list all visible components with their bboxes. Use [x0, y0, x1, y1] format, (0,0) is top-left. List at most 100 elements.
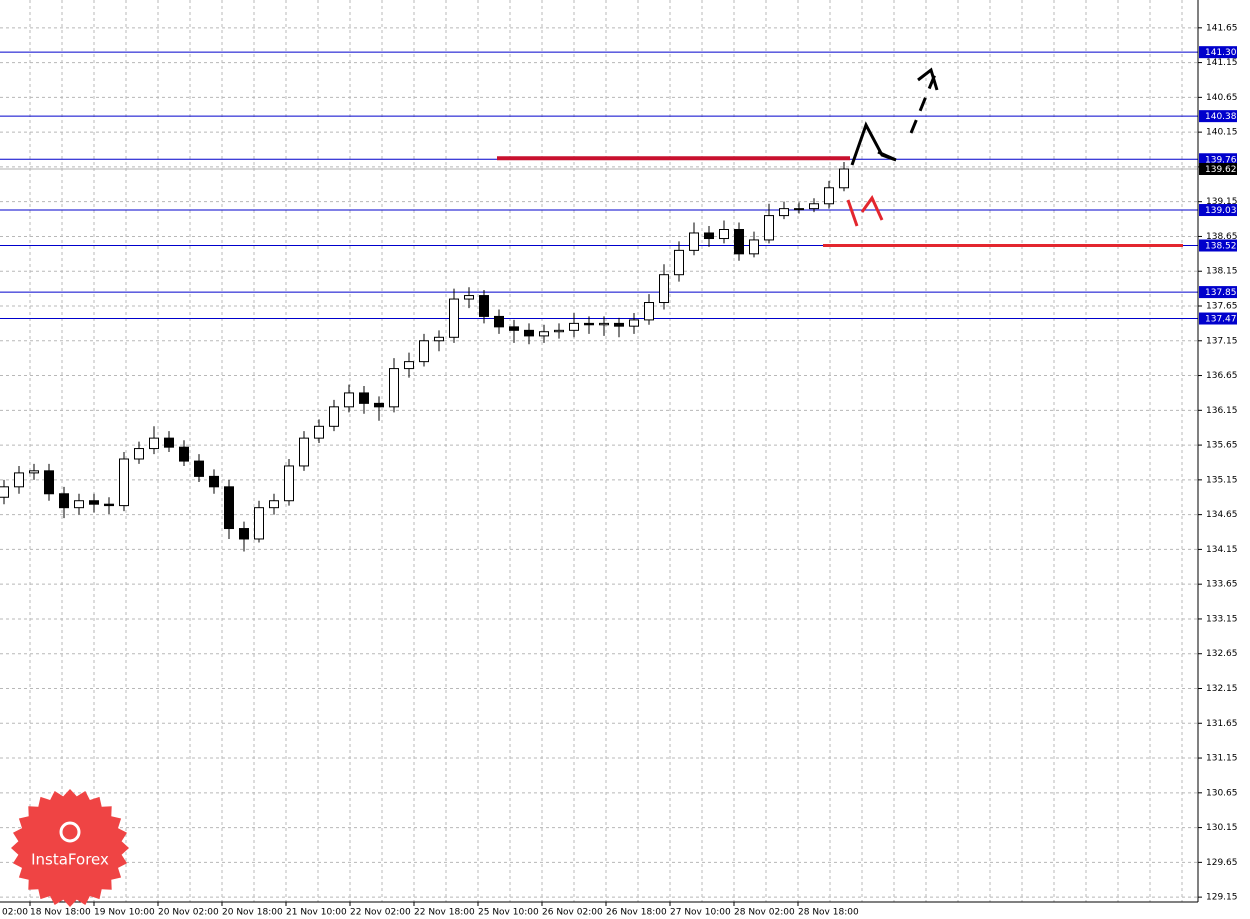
- x-tick-label: 25 Nov 10:00: [478, 908, 539, 918]
- candle-body: [569, 322, 579, 331]
- candle-body: [659, 274, 669, 304]
- candle-body: [59, 493, 69, 509]
- y-tick-label: 131.65: [1206, 719, 1238, 729]
- candle-body: [299, 437, 309, 467]
- y-tick-label: 139.15: [1206, 197, 1238, 207]
- x-tick-label: 28 Nov 18:00: [798, 908, 859, 918]
- x-tick-label: 27 Nov 10:00: [670, 908, 731, 918]
- y-tick-label: 130.65: [1206, 788, 1238, 798]
- candle-body: [329, 406, 339, 427]
- y-tick-label: 138.65: [1206, 232, 1238, 242]
- candle-body: [359, 392, 369, 404]
- candle-body: [539, 331, 549, 337]
- candles: [0, 162, 849, 552]
- candle-body: [584, 322, 594, 326]
- current-price-label: 139.62: [1205, 165, 1237, 175]
- candle-body: [674, 249, 684, 276]
- candle-body: [524, 329, 534, 337]
- y-tick-label: 129.65: [1206, 858, 1238, 868]
- logo: InstaForex: [11, 789, 129, 907]
- candle-body: [164, 437, 174, 448]
- candle-body: [239, 528, 249, 540]
- candle-body: [449, 298, 459, 338]
- y-tick-label: 135.65: [1206, 441, 1238, 451]
- logo-text: InstaForex: [31, 851, 109, 869]
- y-tick-label: 137.65: [1206, 301, 1238, 311]
- candle-body: [734, 228, 744, 255]
- candle-body: [614, 322, 624, 327]
- y-tick-label: 129.15: [1206, 893, 1238, 903]
- level-label: 138.52: [1205, 241, 1237, 251]
- alt-arrow: [860, 195, 884, 221]
- y-tick-label: 140.15: [1206, 128, 1238, 138]
- y-tick-label: 136.15: [1206, 406, 1238, 416]
- candle-body: [434, 336, 444, 342]
- candle-body: [419, 340, 429, 363]
- x-tick-label: 26 Nov 18:00: [606, 908, 667, 918]
- y-tick-label: 132.65: [1206, 649, 1238, 659]
- y-tick-label: 133.15: [1206, 614, 1238, 624]
- candle-body: [644, 302, 654, 321]
- logo-badge: [11, 789, 129, 907]
- candle-body: [104, 503, 114, 507]
- candle-body: [509, 326, 519, 331]
- x-tick-label: 21 Nov 10:00: [286, 908, 347, 918]
- logo-icon: [59, 821, 81, 843]
- candle-body: [494, 315, 504, 328]
- candle-body: [764, 215, 774, 241]
- candle-body: [269, 500, 279, 509]
- candle-body: [689, 232, 699, 251]
- candle-body: [44, 470, 54, 495]
- x-tick-label: 22 Nov 02:00: [350, 908, 411, 918]
- y-tick-label: 134.65: [1206, 510, 1238, 520]
- candle-body: [749, 239, 759, 255]
- alt-arrow: [846, 199, 859, 227]
- level-label-box: [1199, 312, 1237, 325]
- x-tick-label: 22 Nov 18:00: [414, 908, 475, 918]
- y-tick-label: 136.65: [1206, 371, 1238, 381]
- y-tick-label: 138.15: [1206, 267, 1238, 277]
- candle-body: [224, 486, 234, 530]
- candle-body: [209, 475, 219, 488]
- level-label-box: [1199, 204, 1237, 217]
- candle-body: [89, 500, 99, 505]
- candle-body: [629, 319, 639, 327]
- level-label-box: [1199, 239, 1237, 252]
- y-tick-label: 130.15: [1206, 823, 1238, 833]
- candle-body: [599, 322, 609, 326]
- level-label-box: [1199, 153, 1237, 166]
- x-tick-label: 20 Nov 18:00: [222, 908, 283, 918]
- y-tick-label: 135.15: [1206, 475, 1238, 485]
- forecast-arrow-head: [917, 67, 939, 91]
- x-tick-label: 18 Nov 18:00: [30, 908, 91, 918]
- level-label: 139.76: [1205, 155, 1237, 165]
- x-tick-label: 02:00: [2, 908, 28, 918]
- y-tick-label: 131.15: [1206, 754, 1238, 764]
- candle-body: [794, 208, 804, 211]
- candle-body: [0, 486, 9, 498]
- x-tick-label: 19 Nov 10:00: [94, 908, 155, 918]
- candle-body: [374, 402, 384, 408]
- candle-body: [314, 425, 324, 439]
- candle-body: [704, 232, 714, 240]
- level-label: 140.38: [1205, 112, 1237, 122]
- candle-body: [254, 507, 264, 540]
- candle-body: [179, 446, 189, 462]
- candle-body: [779, 208, 789, 217]
- x-tick-label: 26 Nov 02:00: [542, 908, 603, 918]
- y-tick-label: 132.15: [1206, 684, 1238, 694]
- candle-body: [149, 437, 159, 450]
- candle-body: [119, 458, 129, 507]
- candle-body: [389, 368, 399, 408]
- level-label-box: [1199, 286, 1237, 299]
- candle-body: [29, 470, 39, 474]
- candle-body: [719, 228, 729, 240]
- forecast-arrow: [877, 150, 897, 162]
- candle-body: [824, 187, 834, 205]
- candle-body: [14, 472, 24, 488]
- candle-body: [194, 460, 204, 477]
- candle-body: [554, 329, 564, 333]
- candle-body: [284, 465, 294, 502]
- y-tick-label: 141.15: [1206, 58, 1238, 68]
